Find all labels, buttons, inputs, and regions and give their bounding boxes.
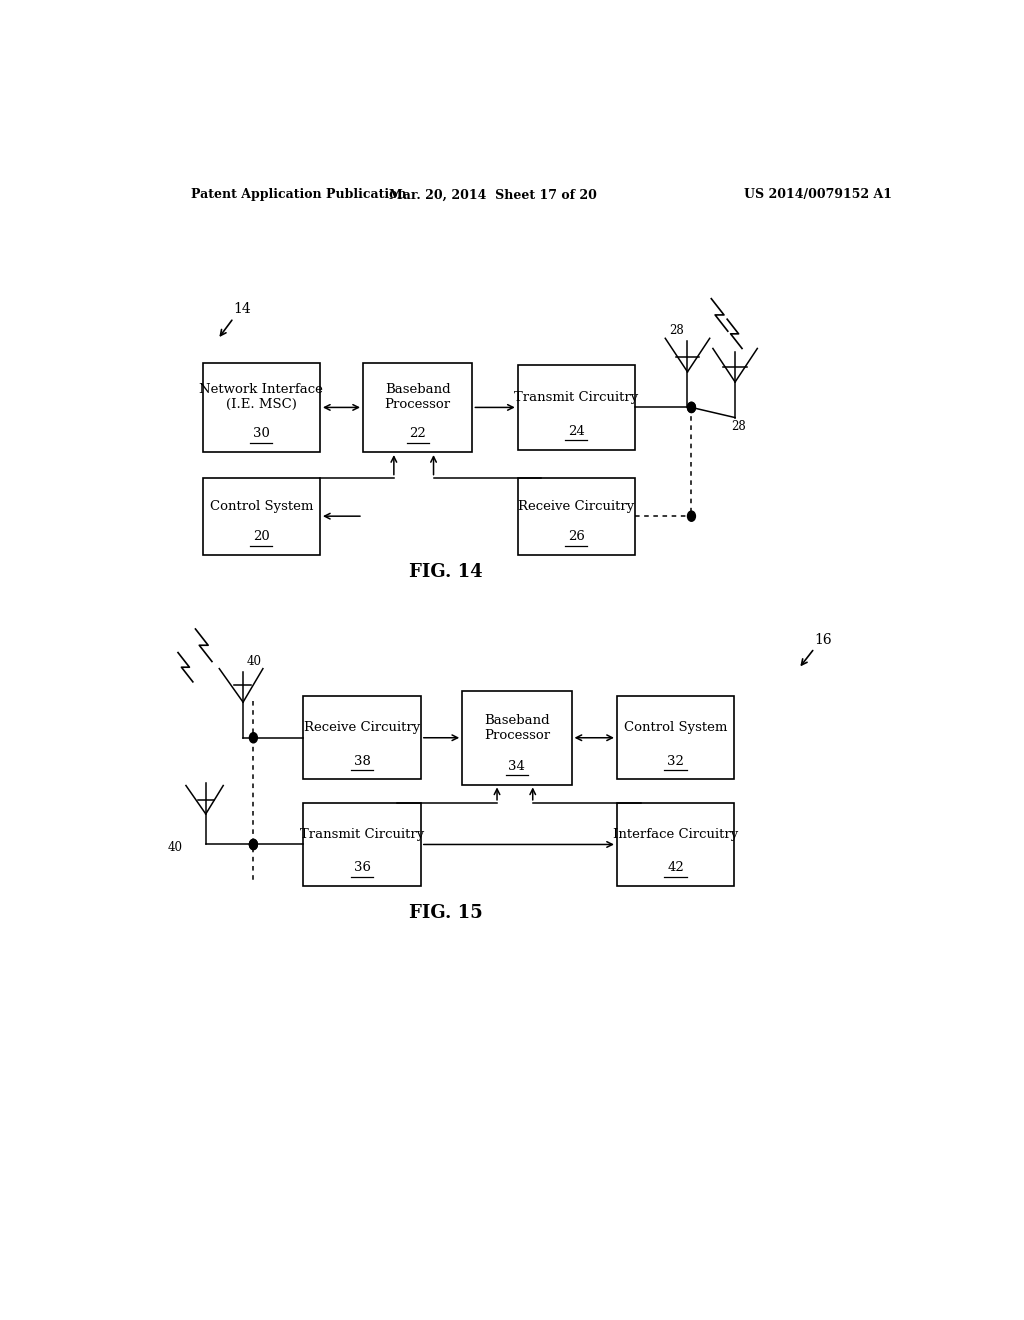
Text: 28: 28: [670, 325, 684, 337]
Text: 20: 20: [253, 531, 269, 543]
Text: Receive Circuitry: Receive Circuitry: [518, 499, 635, 512]
Text: 40: 40: [168, 841, 182, 854]
FancyBboxPatch shape: [203, 478, 321, 554]
Text: Network Interface
(I.E. MSC): Network Interface (I.E. MSC): [200, 383, 324, 412]
Circle shape: [250, 840, 257, 850]
Circle shape: [250, 733, 257, 743]
FancyBboxPatch shape: [203, 363, 321, 453]
Text: 32: 32: [668, 755, 684, 768]
FancyBboxPatch shape: [518, 366, 635, 450]
Text: 38: 38: [353, 755, 371, 768]
Text: 40: 40: [247, 655, 262, 668]
FancyBboxPatch shape: [303, 696, 421, 779]
Text: Mar. 20, 2014  Sheet 17 of 20: Mar. 20, 2014 Sheet 17 of 20: [389, 189, 597, 202]
Text: 30: 30: [253, 428, 269, 441]
Text: Transmit Circuitry: Transmit Circuitry: [300, 828, 424, 841]
Text: Baseband
Processor: Baseband Processor: [385, 383, 451, 412]
Text: Control System: Control System: [210, 499, 313, 512]
Text: Interface Circuitry: Interface Circuitry: [613, 828, 738, 841]
Text: 42: 42: [668, 862, 684, 874]
FancyBboxPatch shape: [362, 363, 472, 453]
Text: Control System: Control System: [624, 721, 727, 734]
Text: FIG. 15: FIG. 15: [409, 904, 482, 921]
Text: 34: 34: [509, 760, 525, 772]
Text: 22: 22: [410, 428, 426, 441]
Circle shape: [687, 403, 695, 413]
Text: 26: 26: [568, 531, 585, 543]
Text: 14: 14: [233, 302, 251, 315]
Text: 24: 24: [568, 425, 585, 438]
Text: 36: 36: [353, 862, 371, 874]
Text: FIG. 14: FIG. 14: [409, 564, 482, 581]
FancyBboxPatch shape: [518, 478, 635, 554]
Text: 16: 16: [814, 634, 833, 647]
Circle shape: [250, 840, 257, 850]
FancyBboxPatch shape: [303, 803, 421, 886]
Circle shape: [687, 403, 695, 413]
FancyBboxPatch shape: [616, 803, 734, 886]
FancyBboxPatch shape: [462, 690, 571, 784]
Text: Receive Circuitry: Receive Circuitry: [304, 721, 420, 734]
Circle shape: [687, 511, 695, 521]
Text: Transmit Circuitry: Transmit Circuitry: [514, 391, 639, 404]
Text: 28: 28: [731, 420, 745, 433]
Text: US 2014/0079152 A1: US 2014/0079152 A1: [744, 189, 893, 202]
Text: Patent Application Publication: Patent Application Publication: [191, 189, 407, 202]
FancyBboxPatch shape: [616, 696, 734, 779]
Text: Baseband
Processor: Baseband Processor: [483, 714, 550, 742]
